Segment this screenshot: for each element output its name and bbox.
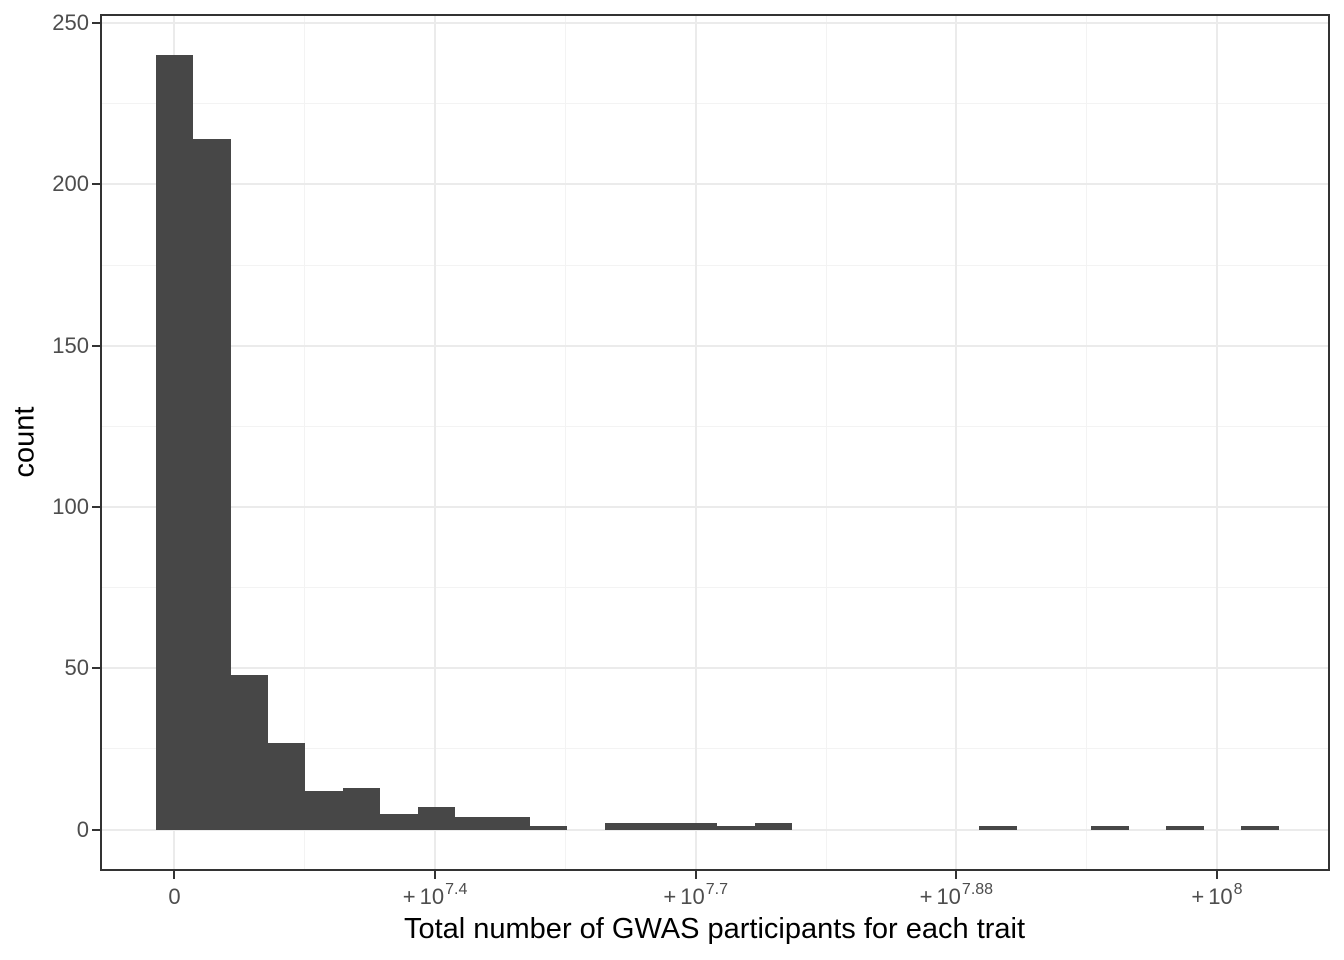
plot-panel-border <box>99 13 1330 871</box>
y-tick-mark <box>91 22 100 25</box>
y-tick-label: 0 <box>76 816 89 842</box>
x-tick-label: 0 <box>168 884 181 909</box>
x-tick-mark <box>694 870 697 879</box>
x-tick-label: +107.4 <box>402 880 468 909</box>
x-tick-label: +107.7 <box>663 880 728 909</box>
y-tick-mark <box>91 344 100 347</box>
x-tick-mark <box>1215 870 1218 879</box>
y-tick-label: 100 <box>52 494 89 519</box>
y-tick-label: 50 <box>64 655 89 681</box>
y-tick-mark <box>91 667 100 670</box>
y-tick-mark <box>91 828 100 831</box>
y-tick-mark <box>91 506 100 508</box>
y-axis-title: count <box>8 406 41 478</box>
x-tick-mark <box>955 870 958 879</box>
x-axis-title: Total number of GWAS participants for ea… <box>403 913 1026 945</box>
y-tick-label: 200 <box>52 171 89 197</box>
y-tick-mark <box>91 183 100 186</box>
x-tick-label: +107.88 <box>919 880 994 909</box>
x-tick-mark <box>173 870 176 879</box>
y-tick-label: 250 <box>52 10 89 36</box>
y-tick-label: 150 <box>52 332 89 358</box>
x-tick-mark <box>434 870 437 879</box>
x-tick-label: +108 <box>1191 880 1243 909</box>
